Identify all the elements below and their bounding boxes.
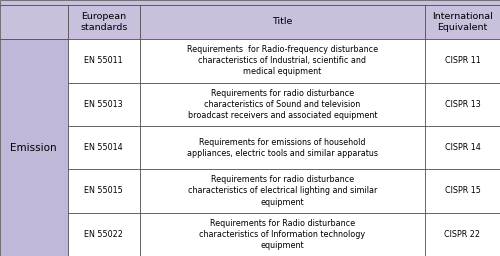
Bar xyxy=(425,169,500,213)
Text: European
standards: European standards xyxy=(80,12,128,32)
Bar xyxy=(68,5,140,39)
Text: EN 55022: EN 55022 xyxy=(84,230,123,239)
Bar xyxy=(425,213,500,256)
Bar xyxy=(140,82,425,126)
Text: Emission: Emission xyxy=(10,143,57,153)
Bar xyxy=(140,213,425,256)
Bar xyxy=(425,39,500,82)
Bar xyxy=(68,169,140,213)
Bar xyxy=(68,213,140,256)
Text: Requirements for Radio disturbance
characteristics of Information technology
equ: Requirements for Radio disturbance chara… xyxy=(200,219,366,250)
Text: CISPR 13: CISPR 13 xyxy=(444,100,480,109)
Text: EN 55011: EN 55011 xyxy=(84,56,123,65)
Bar xyxy=(140,39,425,82)
Bar xyxy=(0,39,68,256)
Text: International
Equivalent: International Equivalent xyxy=(432,12,493,32)
Bar xyxy=(425,5,500,39)
Text: Requirements for emissions of household
appliances, electric tools and similar a: Requirements for emissions of household … xyxy=(187,137,378,158)
Bar xyxy=(140,126,425,169)
Bar xyxy=(0,0,500,5)
Bar xyxy=(140,169,425,213)
Text: CISPR 22: CISPR 22 xyxy=(444,230,480,239)
Text: EN 55013: EN 55013 xyxy=(84,100,123,109)
Text: Title: Title xyxy=(272,17,292,26)
Bar xyxy=(68,39,140,82)
Text: Requirements  for Radio-frequency disturbance
characteristics of Industrial, sci: Requirements for Radio-frequency disturb… xyxy=(187,45,378,77)
Bar xyxy=(140,5,425,39)
Text: CISPR 14: CISPR 14 xyxy=(444,143,480,152)
Bar xyxy=(68,126,140,169)
Text: CISPR 15: CISPR 15 xyxy=(444,186,480,195)
Text: Requirements for radio disturbance
characteristics of electrical lighting and si: Requirements for radio disturbance chara… xyxy=(188,175,377,207)
Text: Requirements for radio disturbance
characteristics of Sound and television
broad: Requirements for radio disturbance chara… xyxy=(188,89,378,120)
Text: EN 55014: EN 55014 xyxy=(84,143,123,152)
Bar xyxy=(0,5,68,39)
Bar xyxy=(68,82,140,126)
Bar xyxy=(425,82,500,126)
Text: EN 55015: EN 55015 xyxy=(84,186,123,195)
Bar xyxy=(425,126,500,169)
Text: CISPR 11: CISPR 11 xyxy=(444,56,480,65)
